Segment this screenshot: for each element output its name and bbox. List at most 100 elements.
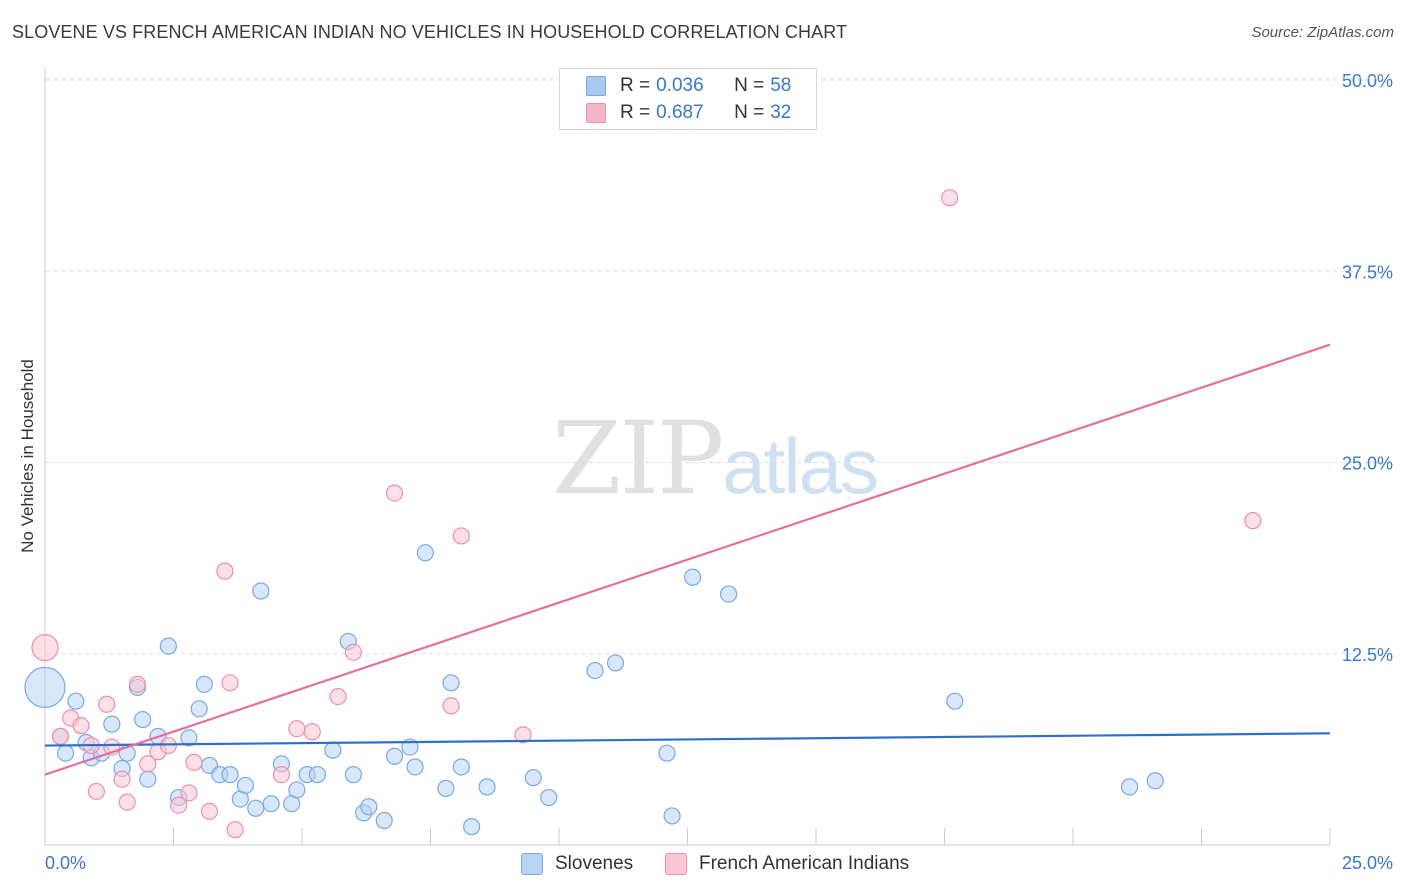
- slovene-point: [56, 744, 75, 762]
- french-american-indian-point: [87, 782, 106, 801]
- legend-swatch-french-american-indians: [586, 103, 606, 123]
- slovene-point: [452, 758, 470, 776]
- slovene-point: [236, 776, 255, 794]
- slovene-point: [159, 637, 177, 655]
- slovene-point: [308, 766, 327, 784]
- slovene-point: [180, 729, 198, 747]
- slovene-point: [134, 710, 152, 729]
- french-american-indian-point: [72, 717, 90, 735]
- slovene-point: [252, 582, 270, 600]
- french-american-indian-point: [216, 562, 234, 580]
- slovene-point: [524, 769, 542, 787]
- slovene-point: [658, 744, 676, 762]
- slovene-point: [437, 779, 455, 797]
- slovene-point: [1146, 772, 1164, 790]
- french-american-indian-point: [385, 484, 404, 502]
- y-axis-label: No Vehicles in Household: [18, 359, 37, 553]
- slovene-point: [586, 661, 604, 680]
- bottom-legend-swatch-french-american-indians: [665, 853, 687, 875]
- slovene-point: [385, 747, 404, 765]
- french-american-indian-point: [31, 634, 59, 662]
- slovene-point: [103, 715, 121, 733]
- slovene-point: [463, 818, 481, 836]
- french-american-indian-point: [272, 766, 291, 784]
- slovene-point: [190, 700, 208, 718]
- y-tick-label: 25.0%: [1342, 454, 1393, 474]
- french-american-indian-point: [514, 726, 532, 744]
- y-tick-label: 50.0%: [1342, 71, 1393, 91]
- x-tick-label: 0.0%: [45, 853, 86, 873]
- slovene-point: [946, 692, 964, 710]
- slovene-point: [247, 799, 265, 817]
- french-american-indian-point: [98, 695, 116, 713]
- bottom-legend-slovenes: Slovenes: [521, 851, 633, 877]
- bottom-legend-swatch-slovenes: [521, 853, 543, 875]
- watermark: ZIPatlas: [552, 400, 879, 517]
- legend-r-value: 0.687: [656, 102, 704, 123]
- legend-row-french-american-indians: R = 0.687 N = 32: [586, 101, 791, 125]
- slovene-point: [406, 758, 424, 776]
- legend-n-value: 58: [770, 75, 792, 96]
- french-american-indian-point: [221, 674, 239, 692]
- slovene-point: [416, 544, 434, 562]
- slovene-point: [288, 781, 306, 799]
- bottom-legend-label: Slovenes: [555, 853, 634, 874]
- y-tick-label: 37.5%: [1342, 262, 1393, 282]
- slovene-point: [139, 770, 157, 788]
- legend-n-label: N =: [734, 75, 765, 96]
- legend-r-label: R =: [620, 75, 651, 96]
- slovene-point: [606, 654, 625, 672]
- slovene-point: [684, 568, 702, 586]
- legend-row-slovenes: R = 0.036 N = 58: [586, 74, 791, 98]
- legend-r-value: 0.036: [656, 75, 704, 96]
- french-american-indian-point: [185, 753, 203, 771]
- french-american-indian-point: [452, 527, 470, 545]
- watermark-zip: ZIP: [552, 400, 724, 517]
- slovene-point: [442, 674, 460, 692]
- french-american-indian-point: [180, 784, 198, 802]
- french-american-indian-point: [200, 802, 219, 820]
- slovene-point: [24, 666, 66, 709]
- french-american-indian-trend-line: [44, 343, 1331, 776]
- slovene-point: [1120, 778, 1139, 796]
- french-american-indian-point: [113, 770, 131, 788]
- french-american-indian-point: [128, 675, 147, 693]
- slovene-point: [344, 766, 362, 784]
- french-american-indian-point: [344, 643, 362, 661]
- slovene-point: [324, 741, 342, 759]
- french-american-indian-point: [329, 687, 347, 706]
- source-label: Source: ZipAtlas.com: [1251, 24, 1394, 41]
- french-american-indian-point: [442, 697, 460, 715]
- slovene-point: [195, 675, 213, 693]
- legend-n-value: 32: [770, 102, 792, 123]
- y-tick-label: 12.5%: [1342, 645, 1393, 665]
- x-tick-label: 25.0%: [1342, 853, 1393, 873]
- slovene-point: [478, 778, 496, 796]
- french-american-indian-point: [941, 189, 959, 207]
- legend-swatch-slovenes: [586, 76, 606, 96]
- chart-title: SLOVENE VS FRENCH AMERICAN INDIAN NO VEH…: [12, 22, 848, 42]
- slovene-point: [67, 692, 85, 710]
- french-american-indian-point: [159, 736, 177, 755]
- slovene-point: [540, 788, 558, 807]
- bottom-legend-label: French American Indians: [699, 853, 910, 874]
- bottom-legend-french-american-indians: French American Indians: [665, 851, 909, 877]
- french-american-indian-point: [170, 796, 188, 814]
- slovene-point: [221, 766, 239, 784]
- slovene-point: [262, 795, 280, 813]
- french-american-indian-point: [288, 720, 306, 738]
- french-american-indian-point: [51, 727, 70, 745]
- french-american-indian-point: [118, 793, 136, 811]
- slovene-point: [360, 798, 378, 816]
- legend-r-label: R =: [620, 102, 651, 123]
- french-american-indian-point: [1244, 512, 1262, 530]
- watermark-atlas: atlas: [722, 422, 879, 510]
- french-american-indian-point: [139, 755, 157, 773]
- slovene-trend-line: [44, 732, 1331, 747]
- french-american-indian-point: [226, 821, 244, 839]
- slovene-point: [375, 811, 393, 830]
- slovene-point: [720, 585, 738, 603]
- legend-n-label: N =: [734, 102, 765, 123]
- slovene-point: [663, 807, 681, 825]
